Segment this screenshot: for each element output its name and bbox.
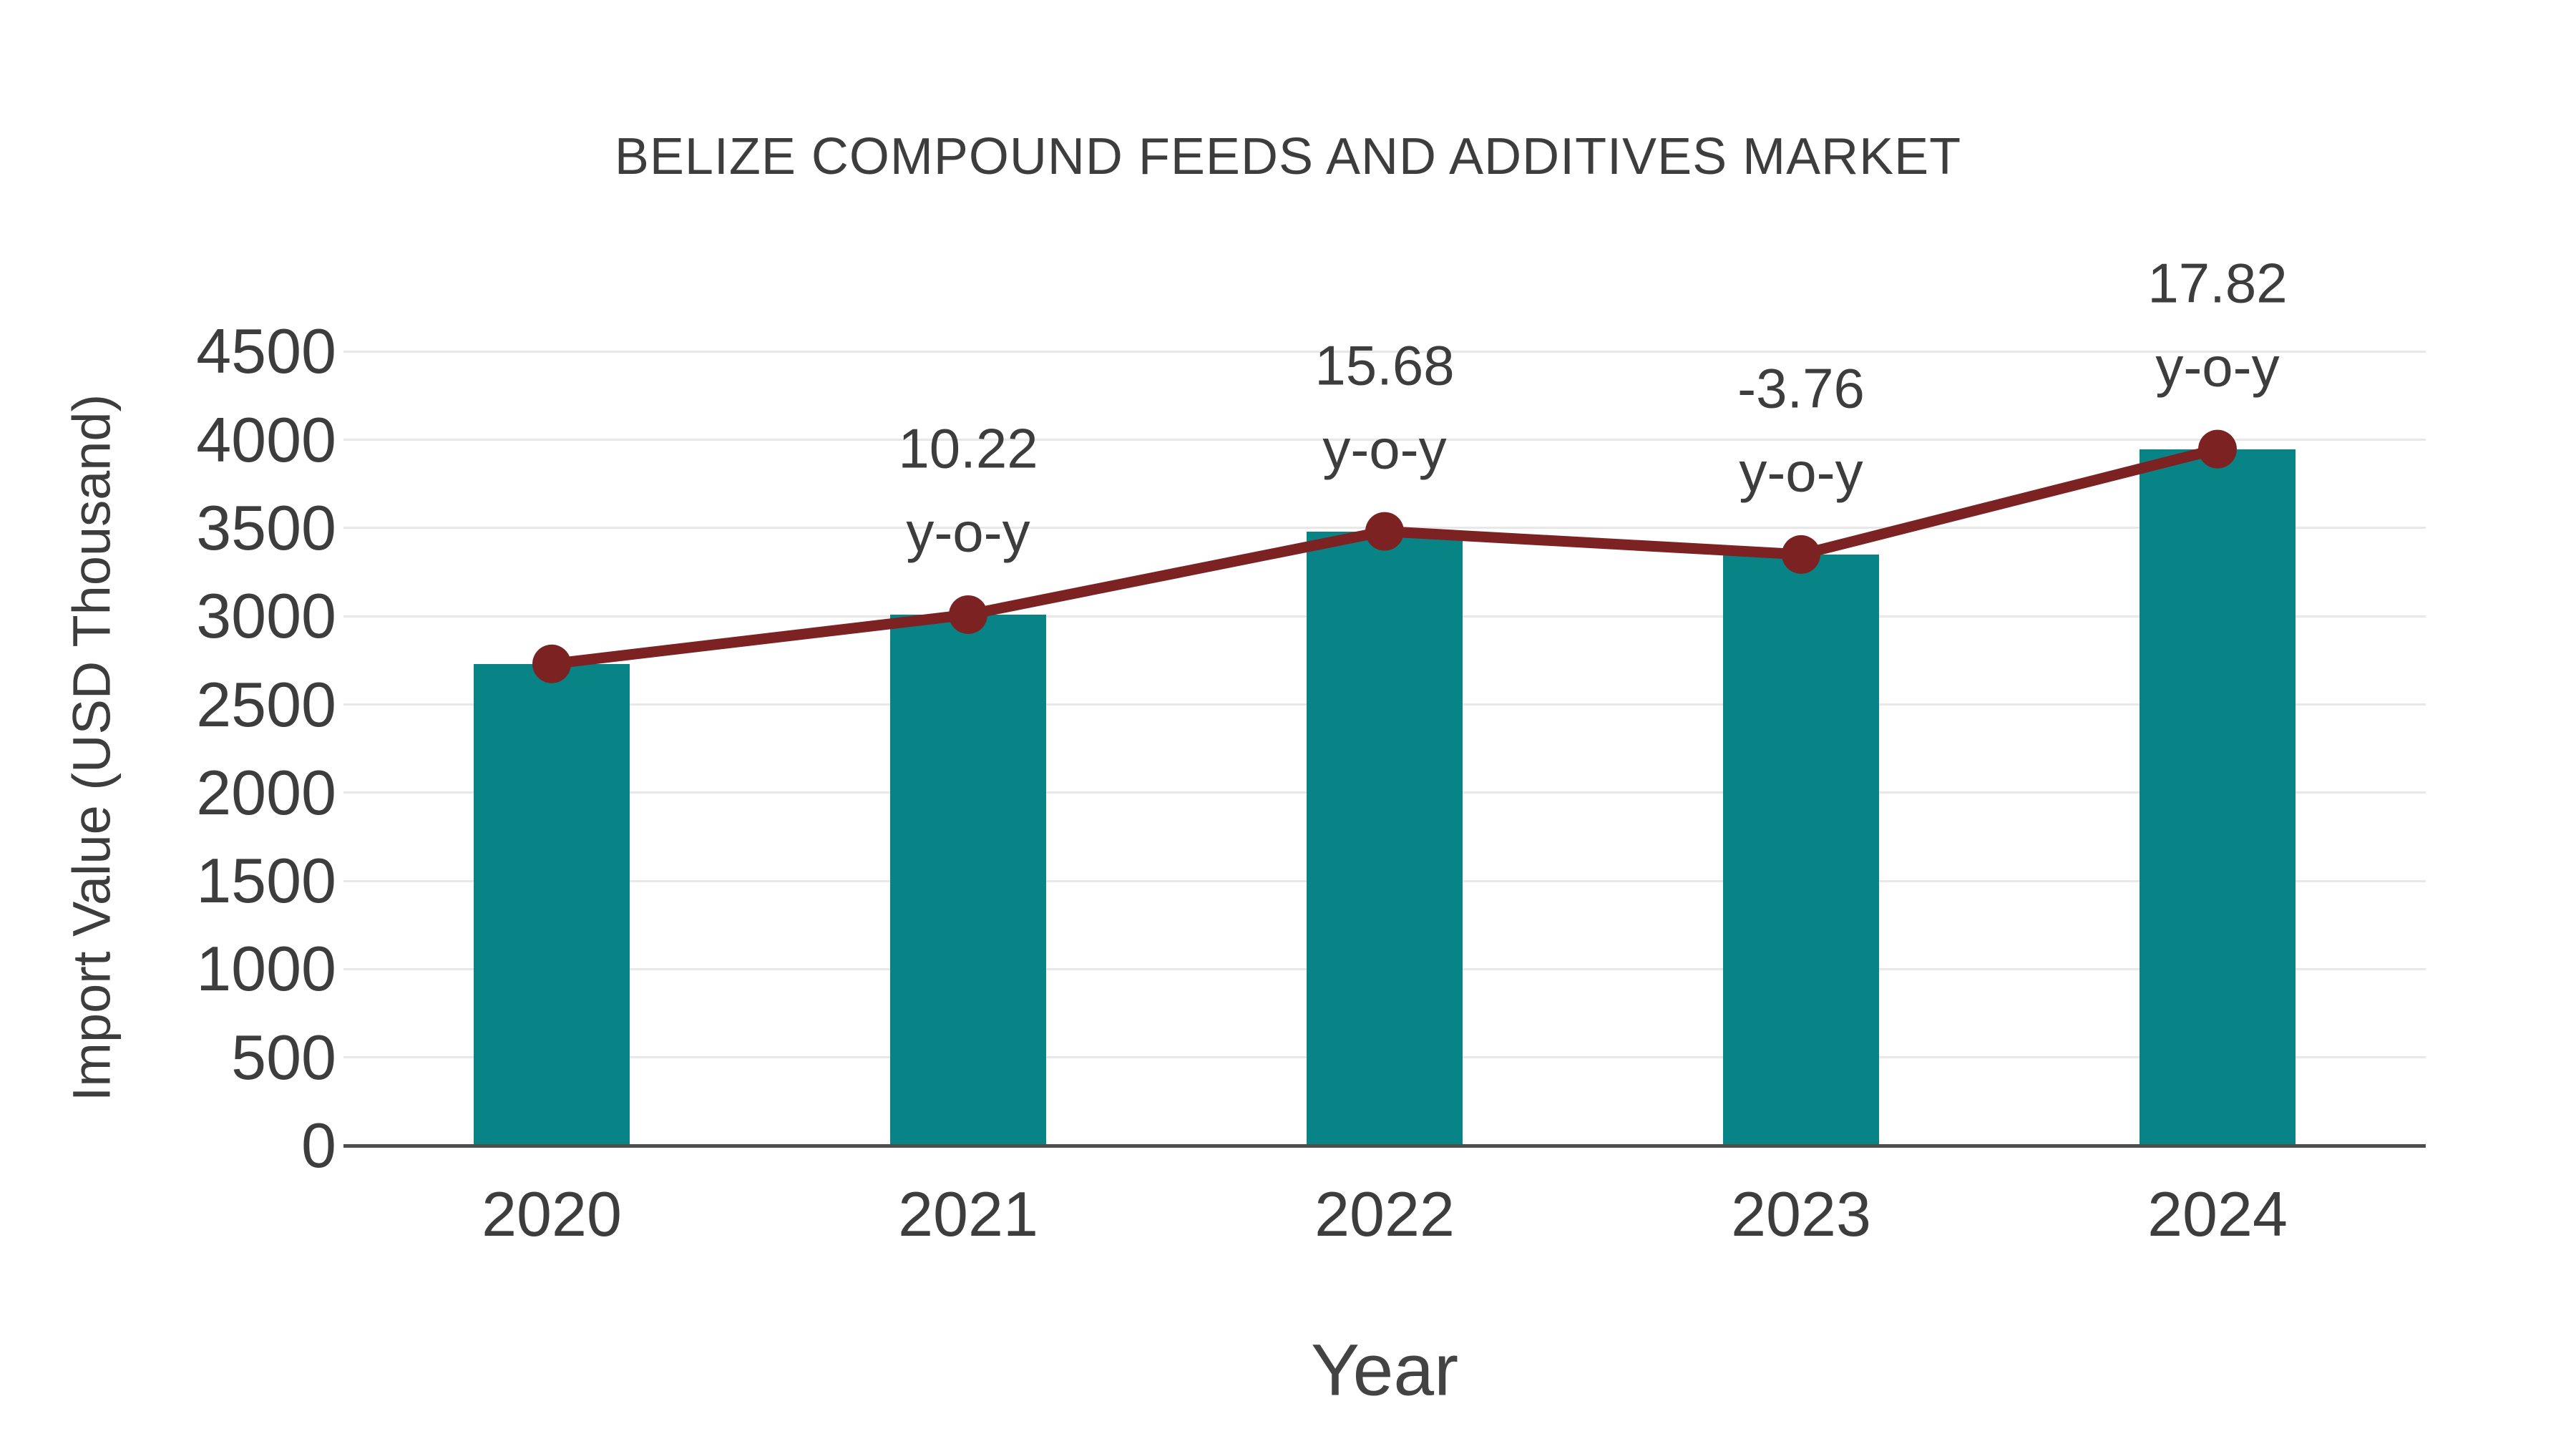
x-tick-label-2022: 2022 xyxy=(1314,1179,1455,1249)
x-tick-label-2023: 2023 xyxy=(1731,1179,1871,1249)
bar-2024 xyxy=(2140,449,2296,1146)
bar-2023 xyxy=(1723,554,1879,1146)
gridline-4500 xyxy=(343,350,2426,353)
chart-title: BELIZE COMPOUND FEEDS AND ADDITIVES MARK… xyxy=(614,128,1962,185)
yoy-value-2023: -3.76 xyxy=(1737,356,1865,420)
y-axis-title: Import Value (USD Thousand) xyxy=(62,394,122,1102)
x-tick-label-2024: 2024 xyxy=(2147,1179,2288,1249)
y-tick-label-4500: 4500 xyxy=(196,316,336,387)
x-axis-title: Year xyxy=(1310,1329,1459,1411)
y-tick-label-3000: 3000 xyxy=(196,580,336,652)
x-tick-label-2021: 2021 xyxy=(898,1179,1038,1249)
y-tick-label-2000: 2000 xyxy=(196,756,336,828)
bar-2021 xyxy=(890,614,1046,1146)
yoy-suffix-2022: y-o-y xyxy=(1322,417,1447,481)
yoy-suffix-2021: y-o-y xyxy=(906,500,1030,564)
yoy-value-2024: 17.82 xyxy=(2147,251,2288,315)
yoy-suffix-2023: y-o-y xyxy=(1739,440,1863,504)
x-tick-label-2020: 2020 xyxy=(482,1179,622,1249)
bar-2022 xyxy=(1307,531,1463,1146)
gridline-4000 xyxy=(343,439,2426,441)
gridline-3500 xyxy=(343,527,2426,530)
yoy-value-2021: 10.22 xyxy=(898,416,1038,480)
x-axis-line xyxy=(343,1144,2426,1148)
bar-2020 xyxy=(474,663,630,1146)
y-tick-label-1000: 1000 xyxy=(196,933,336,1005)
yoy-value-2022: 15.68 xyxy=(1314,333,1455,397)
y-tick-label-0: 0 xyxy=(301,1110,336,1181)
y-tick-label-1500: 1500 xyxy=(196,845,336,917)
y-tick-label-3500: 3500 xyxy=(196,492,336,563)
y-tick-label-500: 500 xyxy=(231,1021,336,1093)
y-tick-label-4000: 4000 xyxy=(196,404,336,475)
y-tick-label-2500: 2500 xyxy=(196,668,336,740)
yoy-suffix-2024: y-o-y xyxy=(2155,335,2280,399)
